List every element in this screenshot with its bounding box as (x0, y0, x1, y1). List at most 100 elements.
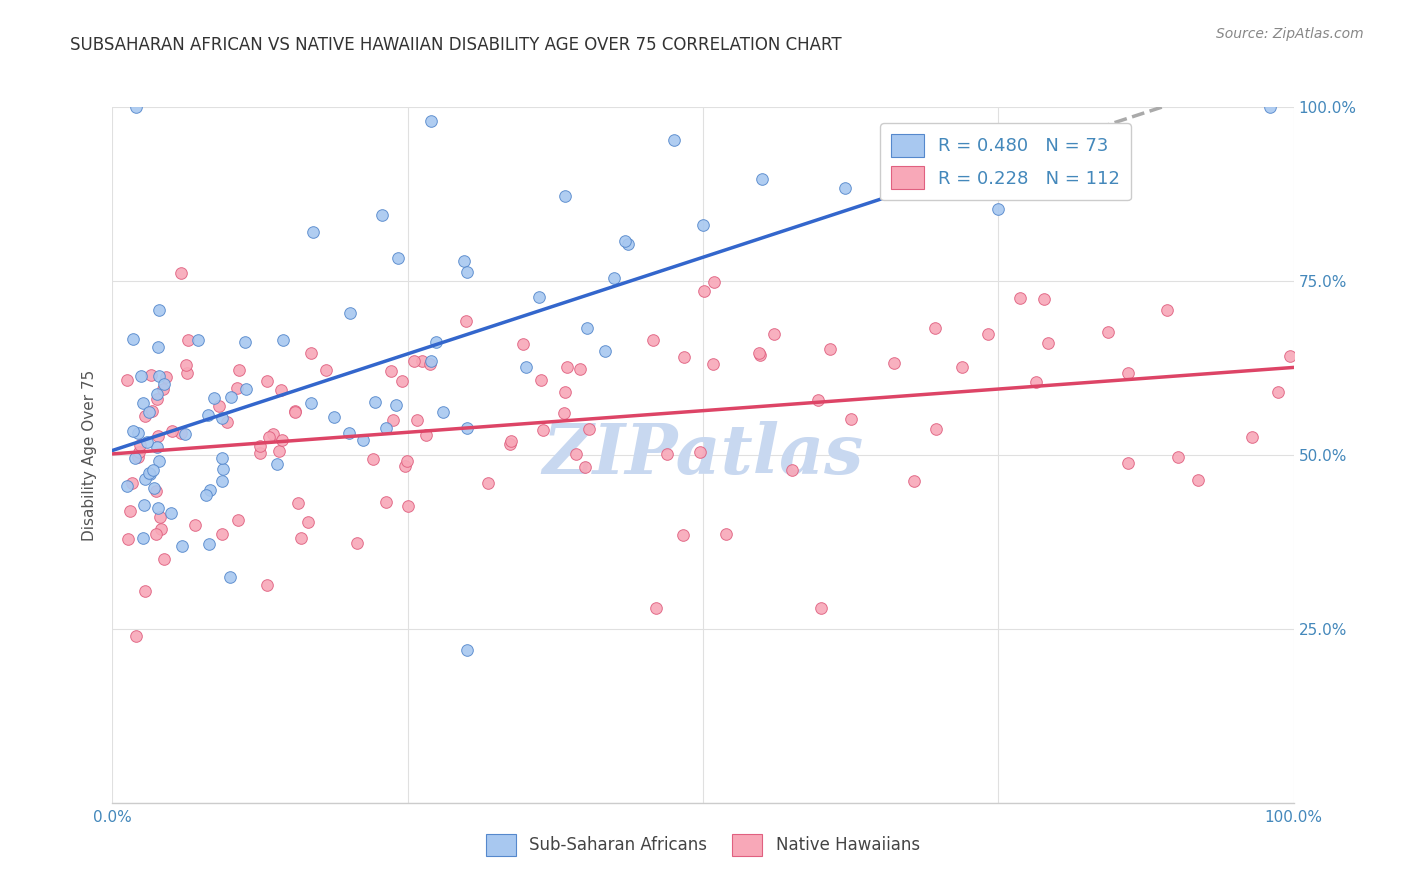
Point (527, 290, 550, 304)
Point (402, 354, 425, 368)
Point (950, 359, 973, 374)
Point (132, 531, 155, 545)
Point (810, 601, 832, 615)
Point (145, 527, 167, 541)
Point (515, 360, 537, 375)
Point (1025, 375, 1047, 389)
Point (1156, 302, 1178, 317)
Point (117, 532, 139, 546)
Point (122, 424, 145, 438)
Point (477, 475, 499, 490)
Point (195, 488, 218, 502)
Point (554, 385, 576, 400)
Point (299, 346, 322, 360)
Point (218, 569, 240, 583)
Point (576, 320, 599, 334)
Point (145, 483, 167, 498)
Point (233, 334, 256, 349)
Point (139, 467, 162, 481)
Point (211, 450, 233, 465)
Point (271, 333, 294, 347)
Point (456, 642, 478, 657)
Point (375, 421, 398, 435)
Point (883, 356, 905, 370)
Point (806, 393, 828, 408)
Point (235, 382, 257, 396)
Point (202, 391, 225, 405)
Point (162, 424, 184, 438)
Point (763, 326, 786, 341)
Point (299, 396, 322, 410)
Point (751, 171, 773, 186)
Point (141, 404, 163, 418)
Point (924, 320, 946, 334)
Point (1267, 384, 1289, 399)
Point (553, 406, 575, 420)
Point (693, 284, 716, 298)
Point (499, 434, 522, 449)
Point (143, 481, 166, 495)
Point (256, 374, 278, 388)
Point (702, 357, 724, 371)
Point (380, 364, 402, 378)
Point (820, 343, 842, 357)
Point (287, 496, 309, 510)
Point (593, 344, 616, 359)
Point (530, 373, 553, 387)
Point (297, 515, 319, 529)
Point (146, 429, 169, 443)
Point (1241, 430, 1264, 444)
Point (531, 424, 554, 438)
Point (172, 539, 194, 553)
Point (127, 450, 149, 464)
Point (315, 363, 337, 377)
Point (134, 584, 156, 599)
Point (456, 421, 478, 435)
Point (574, 460, 596, 475)
Point (174, 426, 197, 441)
Point (153, 376, 176, 391)
Point (138, 405, 160, 419)
Point (323, 409, 346, 424)
Text: ZIPatlas: ZIPatlas (543, 421, 863, 489)
Point (387, 252, 409, 266)
Point (148, 340, 170, 354)
Point (302, 225, 325, 239)
Point (208, 399, 231, 413)
Point (148, 454, 170, 468)
Point (198, 537, 221, 551)
Point (977, 326, 1000, 341)
Point (177, 333, 200, 347)
Point (146, 392, 169, 406)
Point (987, 202, 1010, 216)
Point (1187, 474, 1209, 488)
Point (127, 425, 149, 440)
Point (174, 358, 197, 372)
Point (225, 380, 247, 394)
Point (124, 450, 146, 465)
Point (284, 405, 307, 419)
Point (925, 422, 948, 436)
Point (419, 357, 441, 371)
Point (394, 458, 416, 473)
Point (211, 462, 233, 476)
Point (405, 413, 427, 427)
Point (148, 368, 170, 383)
Legend: Sub-Saharan Africans, Native Hawaiians: Sub-Saharan Africans, Native Hawaiians (478, 826, 928, 864)
Point (456, 314, 478, 328)
Point (364, 394, 387, 409)
Point (197, 408, 219, 422)
Point (129, 369, 152, 384)
Point (1032, 292, 1054, 306)
Point (170, 266, 193, 280)
Point (146, 386, 169, 401)
Point (134, 498, 156, 512)
Point (565, 447, 588, 461)
Point (249, 439, 271, 453)
Point (152, 382, 174, 396)
Point (256, 578, 278, 592)
Text: SUBSAHARAN AFRICAN VS NATIVE HAWAIIAN DISABILITY AGE OVER 75 CORRELATION CHART: SUBSAHARAN AFRICAN VS NATIVE HAWAIIAN DI… (70, 36, 842, 54)
Point (339, 306, 361, 320)
Point (839, 411, 862, 425)
Point (1258, 86, 1281, 100)
